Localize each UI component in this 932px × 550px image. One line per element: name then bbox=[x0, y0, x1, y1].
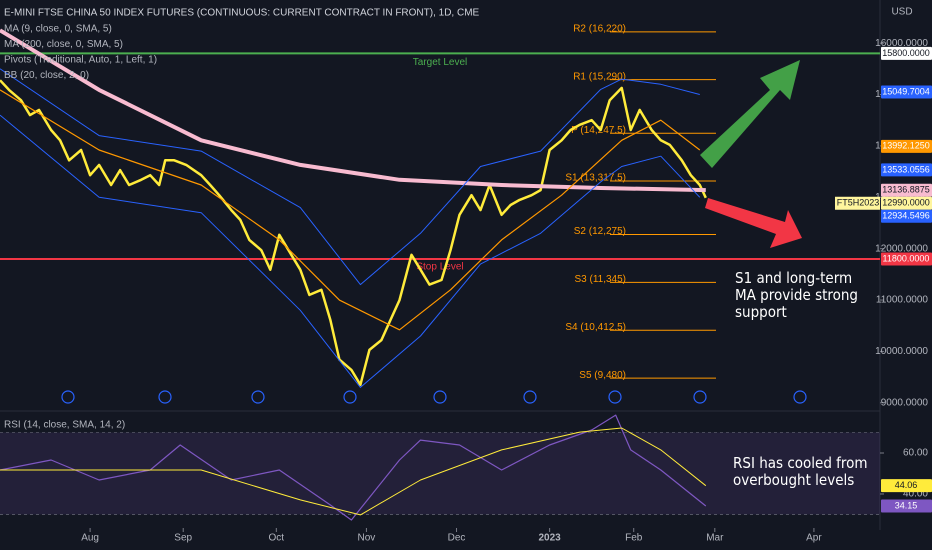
symbol-tag-bg bbox=[835, 196, 880, 210]
price-marker-label: 13992.1250 bbox=[882, 141, 930, 151]
event-icon bbox=[693, 390, 707, 404]
pivot-label: R2 (16,220) bbox=[573, 23, 626, 34]
annotation: RSI has cooled from overbought levels bbox=[733, 454, 868, 489]
y-tick-label: 9000.0000 bbox=[881, 397, 929, 408]
x-tick-label: Aug bbox=[81, 533, 99, 544]
price-marker-label: 34.15 bbox=[895, 500, 918, 510]
event-icon bbox=[61, 390, 75, 404]
price-marker-label: 13533.0556 bbox=[882, 164, 930, 174]
price-marker bbox=[881, 183, 932, 197]
price-marker-label: 15800.0000 bbox=[882, 48, 930, 58]
level-label: Stop Level bbox=[416, 262, 463, 273]
series-line bbox=[0, 89, 701, 331]
price-marker-label: 12934.5496 bbox=[882, 211, 930, 221]
legend-entry: Pivots (Traditional, Auto, 1, Left, 1) bbox=[4, 55, 157, 66]
x-tick-label: Nov bbox=[358, 533, 376, 544]
series-line bbox=[0, 427, 707, 516]
price-marker bbox=[881, 479, 932, 493]
x-tick-label: 2023 bbox=[538, 533, 561, 544]
pivot-label: S5 (9,480) bbox=[579, 370, 626, 381]
x-tick-label: Sep bbox=[174, 533, 192, 544]
pivot-label: S3 (11,345) bbox=[574, 274, 626, 285]
price-marker-label: 15049.7004 bbox=[882, 86, 930, 96]
event-icon bbox=[343, 390, 357, 404]
level-label: Target Level bbox=[413, 57, 467, 68]
price-marker bbox=[881, 196, 932, 210]
y-tick-label: 40.00 bbox=[903, 489, 928, 500]
series-line bbox=[0, 28, 706, 193]
price-marker-label: 13136.8875 bbox=[882, 185, 930, 195]
up-arrow bbox=[700, 60, 800, 168]
legend-entry: MA (200, close, 0, SMA, 5) bbox=[4, 39, 123, 50]
event-icon bbox=[793, 390, 807, 404]
y-tick-label: 10000.0000 bbox=[875, 346, 928, 357]
event-icon bbox=[523, 390, 537, 404]
y-tick-label: 16000.0000 bbox=[875, 38, 928, 49]
pivot-label: S4 (10,412.5) bbox=[565, 322, 626, 333]
price-marker-label: 44.06 bbox=[895, 480, 918, 490]
price-marker-label: 12990.0000 bbox=[882, 198, 930, 208]
annotation: S1 and long-term MA provide strong suppo… bbox=[735, 269, 859, 321]
series-line bbox=[0, 68, 700, 286]
price-marker bbox=[881, 85, 932, 99]
event-icon bbox=[158, 390, 172, 404]
price-marker bbox=[881, 252, 932, 266]
x-tick-label: Oct bbox=[269, 533, 285, 544]
pivot-label: P (14,247.5) bbox=[571, 125, 626, 136]
series-line bbox=[0, 79, 707, 387]
pane-title: E-MINI FTSE CHINA 50 INDEX FUTURES (CONT… bbox=[4, 8, 480, 19]
x-tick-label: Feb bbox=[625, 533, 643, 544]
legend-entry: MA (9, close, 0, SMA, 5) bbox=[4, 24, 112, 35]
price-marker-label: 11800.0000 bbox=[883, 253, 930, 263]
legend-entry: BB (20, close, 2, 0) bbox=[4, 70, 89, 81]
symbol-tag: FT5H2023 bbox=[837, 198, 880, 208]
event-icon bbox=[433, 390, 447, 404]
price-marker bbox=[881, 139, 932, 153]
x-tick-label: Apr bbox=[806, 533, 822, 544]
price-marker bbox=[881, 46, 932, 60]
pivot-label: S1 (13,317.5) bbox=[565, 173, 626, 184]
y-tick-label: 11000.0000 bbox=[876, 295, 929, 306]
pivot-label: S2 (12,275) bbox=[574, 226, 626, 237]
series-line bbox=[0, 114, 701, 388]
x-tick-label: Dec bbox=[448, 533, 466, 544]
price-marker bbox=[881, 163, 932, 177]
event-icon bbox=[251, 390, 265, 404]
price-marker bbox=[881, 209, 932, 223]
down-arrow bbox=[705, 198, 802, 248]
rsi-band bbox=[0, 432, 880, 515]
y-tick-label: 12000.0000 bbox=[875, 243, 928, 254]
currency-label: USD bbox=[891, 7, 912, 18]
x-tick-label: Mar bbox=[706, 533, 724, 544]
pivot-label: R1 (15,290) bbox=[573, 71, 626, 82]
y-tick-label: 60.00 bbox=[903, 448, 928, 459]
price-marker bbox=[881, 499, 932, 513]
event-icon bbox=[608, 390, 622, 404]
pane-title: RSI (14, close, SMA, 14, 2) bbox=[4, 420, 125, 431]
